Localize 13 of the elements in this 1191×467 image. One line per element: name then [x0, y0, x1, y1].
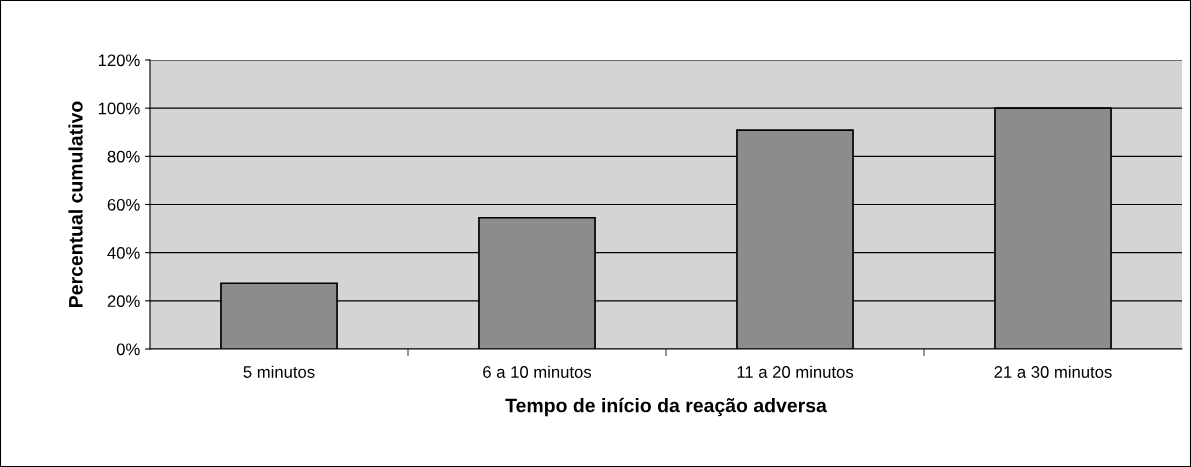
x-axis-title: Tempo de início da reação adversa	[505, 397, 827, 417]
y-tick-label: 60%	[107, 198, 140, 211]
y-tick-label: 80%	[107, 150, 140, 163]
y-tick-label: 0%	[116, 343, 140, 356]
x-tick-label: 11 a 20 minutos	[737, 365, 854, 378]
x-tick-label: 6 a 10 minutos	[483, 365, 592, 378]
x-tick-label: 5 minutos	[243, 365, 315, 378]
y-axis-title: Percentual cumulativo	[68, 101, 83, 307]
y-tick-label: 20%	[107, 295, 140, 308]
y-tick-label: 100%	[98, 102, 140, 115]
y-tick-label: 40%	[107, 247, 140, 259]
y-tick-label: 120%	[98, 54, 140, 67]
x-tick-label: 21 a 30 minutos	[994, 365, 1112, 378]
